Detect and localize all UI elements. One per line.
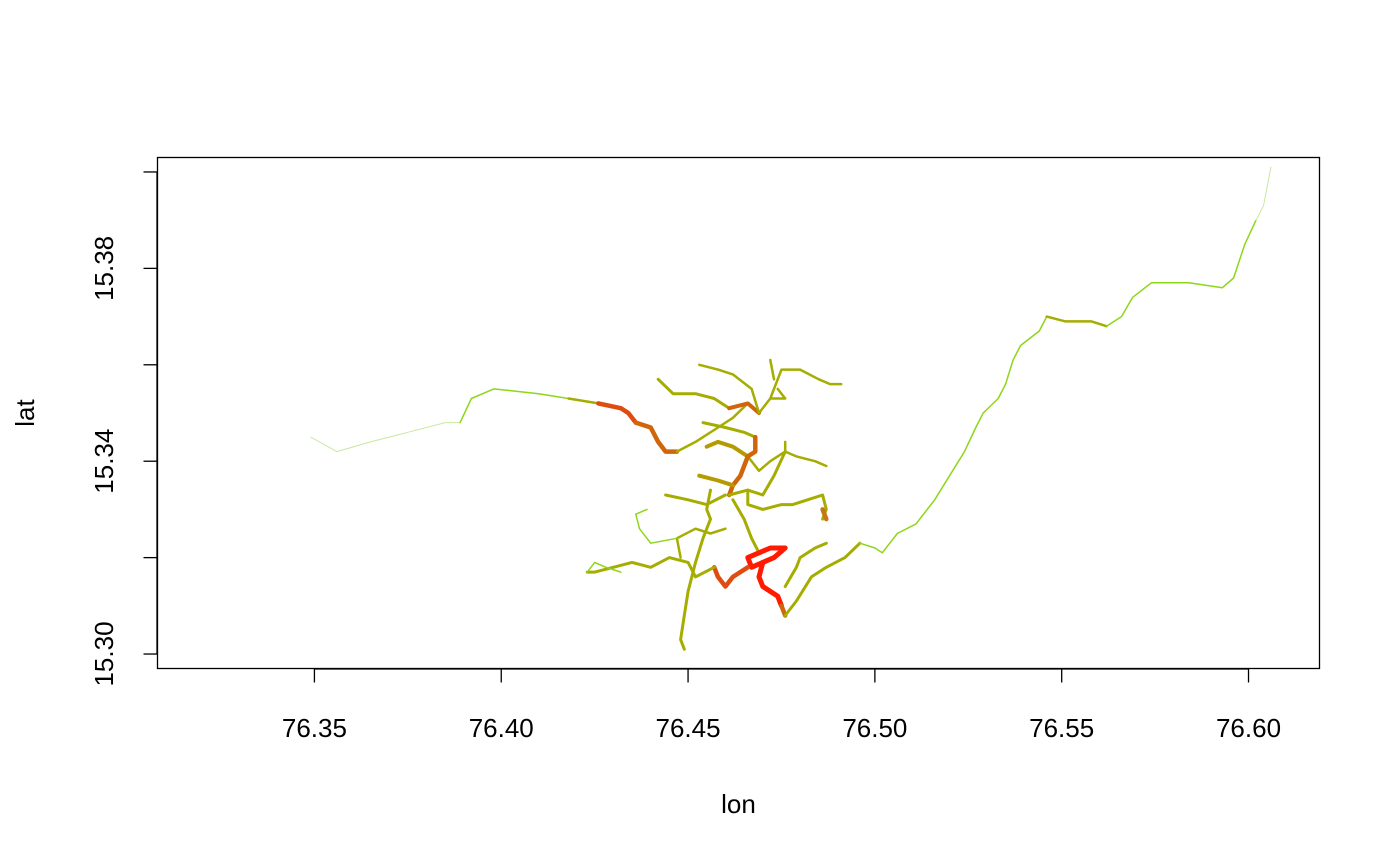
track-segment-34 bbox=[783, 541, 862, 617]
track-segment-3 bbox=[567, 397, 600, 405]
track-segment-21 bbox=[697, 473, 735, 488]
track-segment-1 bbox=[310, 422, 461, 453]
track-segment-37 bbox=[1045, 315, 1108, 328]
track-segment-25 bbox=[731, 498, 761, 555]
track-segment-20 bbox=[664, 493, 727, 507]
track-segment-13 bbox=[701, 421, 757, 439]
track-segment-23 bbox=[746, 488, 828, 521]
track-segment-39 bbox=[1255, 166, 1272, 221]
track-segment-18 bbox=[726, 454, 751, 498]
track-segment-6 bbox=[675, 402, 750, 453]
y-axis-label: lat bbox=[10, 398, 40, 426]
track-segment-24 bbox=[820, 507, 829, 522]
track-segment-8 bbox=[727, 401, 761, 415]
track-segment-7 bbox=[656, 377, 731, 410]
track-segment-22 bbox=[679, 488, 712, 651]
x-tick-label: 76.45 bbox=[656, 713, 721, 743]
track-segment-32 bbox=[635, 508, 678, 544]
x-tick-label: 76.50 bbox=[842, 713, 907, 743]
y-tick-label: 15.30 bbox=[89, 621, 119, 686]
x-tick-label: 76.60 bbox=[1216, 713, 1281, 743]
track-segment-36 bbox=[859, 315, 1048, 554]
track-segment-5 bbox=[633, 420, 680, 454]
track-segment-15 bbox=[704, 439, 750, 459]
track-segment-2 bbox=[459, 388, 570, 424]
x-axis: 76.35 76.40 76.45 76.50 76.55 76.60 bbox=[282, 668, 1281, 743]
track-segment-9 bbox=[698, 363, 761, 415]
track-segment-30 bbox=[586, 561, 622, 573]
x-axis-label: lon bbox=[721, 789, 756, 819]
track-segment-26 bbox=[745, 545, 788, 570]
y-axis: 15.30 15.34 15.38 bbox=[89, 171, 158, 687]
route-tracks bbox=[310, 166, 1272, 651]
track-segment-35 bbox=[783, 541, 828, 588]
track-segment-14 bbox=[745, 434, 758, 459]
track-segment-38 bbox=[1105, 219, 1257, 327]
x-tick-label: 76.40 bbox=[469, 713, 534, 743]
track-segment-4 bbox=[596, 401, 639, 425]
y-tick-label: 15.38 bbox=[89, 236, 119, 301]
track-segment-29 bbox=[585, 556, 716, 579]
track-segment-19 bbox=[727, 450, 787, 497]
track-segment-28 bbox=[711, 565, 751, 589]
x-tick-label: 76.55 bbox=[1029, 713, 1094, 743]
track-segment-10 bbox=[757, 368, 843, 415]
track-segment-31 bbox=[675, 527, 727, 559]
track-segment-11 bbox=[769, 387, 787, 400]
track-segment-12 bbox=[769, 358, 776, 381]
track-segment-16 bbox=[746, 450, 828, 473]
track-segment-27 bbox=[756, 559, 784, 609]
y-tick-label: 15.34 bbox=[89, 429, 119, 494]
x-tick-label: 76.35 bbox=[282, 713, 347, 743]
